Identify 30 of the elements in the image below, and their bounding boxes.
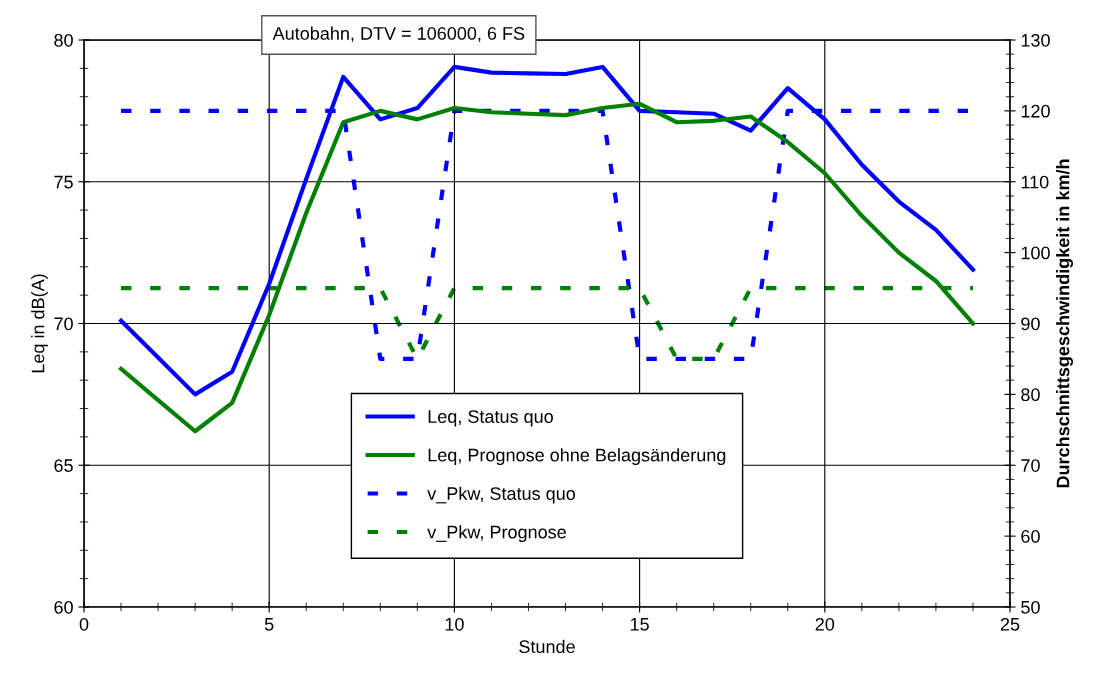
- chart-title: Autobahn, DTV = 106000, 6 FS: [272, 26, 525, 42]
- line-series: [118, 64, 976, 397]
- x-tick-label: 15: [630, 618, 649, 631]
- y-tick-label: 75: [54, 175, 73, 189]
- y2-tick-label: 60: [1021, 530, 1040, 543]
- y2-tick-label: 50: [1021, 600, 1040, 614]
- y2-tick-label: 80: [1021, 388, 1040, 402]
- legend-label: v_Pkw, Status quo: [427, 486, 576, 504]
- y-axis-title: Leq in dB(A): [31, 274, 48, 373]
- legend-label: Leq, Prognose ohne Belagsänderung: [428, 448, 726, 466]
- y2-tick-label: 120: [1021, 104, 1050, 118]
- y2-tick-label: 100: [1021, 246, 1050, 260]
- y2-tick-label: 130: [1021, 33, 1050, 47]
- x-tick-label: 20: [815, 617, 835, 631]
- y-tick-label: 70: [54, 317, 73, 331]
- x-tick-label: 10: [445, 617, 464, 631]
- x-tick-label: 5: [264, 618, 274, 631]
- x-tick-label: 25: [1000, 617, 1020, 631]
- y-tick-label: 65: [54, 459, 73, 472]
- x-axis-title: Stunde: [519, 639, 575, 654]
- y-tick-label: 60: [54, 600, 73, 614]
- line-series: [118, 101, 976, 434]
- y-tick-label: 80: [54, 33, 73, 47]
- y2-tick-label: 90: [1021, 317, 1040, 331]
- legend-label: v_Pkw, Prognose: [427, 525, 566, 543]
- x-tick-label: 0: [79, 617, 89, 631]
- y2-tick-label: 70: [1021, 459, 1040, 472]
- y2-tick-label: 110: [1021, 175, 1049, 189]
- y2-axis-title: Durchschnittsgeschwindigkeit in km/h: [1056, 159, 1073, 488]
- legend-label: Leq, Status quo: [428, 410, 553, 427]
